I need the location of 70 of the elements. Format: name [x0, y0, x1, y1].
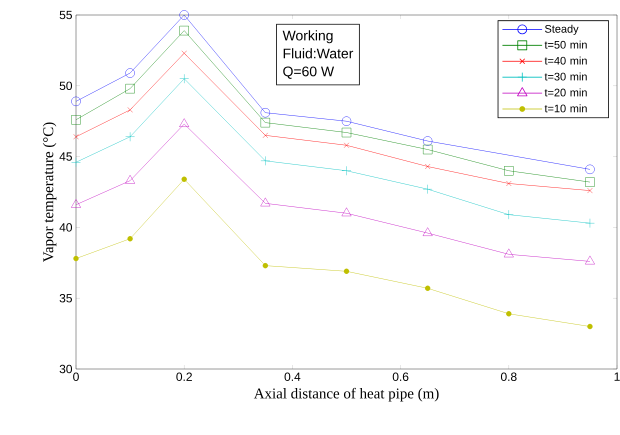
point — [585, 177, 595, 187]
legend-label: t=10 min — [544, 104, 587, 112]
point — [506, 180, 512, 186]
point — [342, 128, 352, 138]
point — [73, 256, 79, 262]
point — [342, 166, 352, 176]
point — [587, 188, 593, 194]
point — [504, 248, 514, 258]
y-tick-label: 55 — [60, 10, 72, 20]
point — [71, 96, 81, 106]
point — [125, 174, 136, 184]
x-tick-label: 0 — [73, 372, 79, 381]
y-tick-label: 45 — [59, 152, 72, 161]
point — [182, 176, 187, 182]
point — [584, 256, 595, 264]
x-tick-label: 0.2 — [176, 372, 192, 381]
x-tick-label: 0.6 — [392, 372, 408, 381]
point — [260, 156, 270, 166]
legend-label: t=30 min — [544, 72, 587, 81]
legend-label: t=40 min — [544, 56, 587, 65]
point — [125, 84, 135, 94]
legend-label: t=20 min — [544, 88, 587, 96]
point — [125, 132, 135, 142]
y-axis-title: Vapor temperature (°C) — [42, 122, 56, 262]
point — [504, 166, 514, 176]
point — [180, 26, 189, 36]
y-tick-label: 30 — [60, 364, 72, 374]
y-tick-label: 35 — [60, 294, 72, 302]
point — [262, 132, 268, 138]
x-axis-title: Axial distance of heat pipe (m) — [254, 388, 439, 402]
point — [260, 108, 270, 118]
point — [506, 311, 512, 316]
y-tick-label: 50 — [60, 82, 72, 90]
point — [182, 50, 187, 56]
point — [424, 164, 430, 170]
point — [585, 164, 595, 174]
point — [504, 210, 514, 220]
point — [422, 144, 432, 154]
point — [180, 74, 189, 84]
x-tick-label: 0.8 — [500, 372, 517, 381]
point — [127, 107, 133, 113]
point — [71, 158, 81, 167]
point — [127, 236, 133, 242]
x-tick-label: 1 — [614, 372, 620, 381]
legend-label: Steady — [545, 24, 579, 35]
point — [342, 208, 352, 216]
point — [71, 199, 81, 208]
point — [342, 116, 352, 126]
point — [260, 198, 270, 206]
point — [260, 118, 270, 128]
annotation: Working — [282, 30, 333, 44]
point — [422, 184, 432, 194]
point — [71, 115, 81, 124]
point — [424, 286, 430, 291]
point — [73, 134, 79, 140]
point — [422, 227, 433, 236]
point — [262, 262, 268, 268]
legend-label: t=50 min — [544, 40, 587, 49]
annotation: Q=60 W — [283, 66, 334, 79]
point — [585, 218, 595, 228]
point — [180, 10, 189, 20]
point — [125, 68, 135, 78]
point — [344, 142, 350, 148]
point — [179, 118, 190, 127]
point — [422, 136, 432, 146]
point — [587, 324, 593, 330]
y-tick-label: 40 — [59, 223, 72, 232]
annotation: Fluid:Water — [284, 48, 354, 58]
x-tick-label: 0.4 — [284, 372, 300, 381]
point — [344, 268, 350, 274]
